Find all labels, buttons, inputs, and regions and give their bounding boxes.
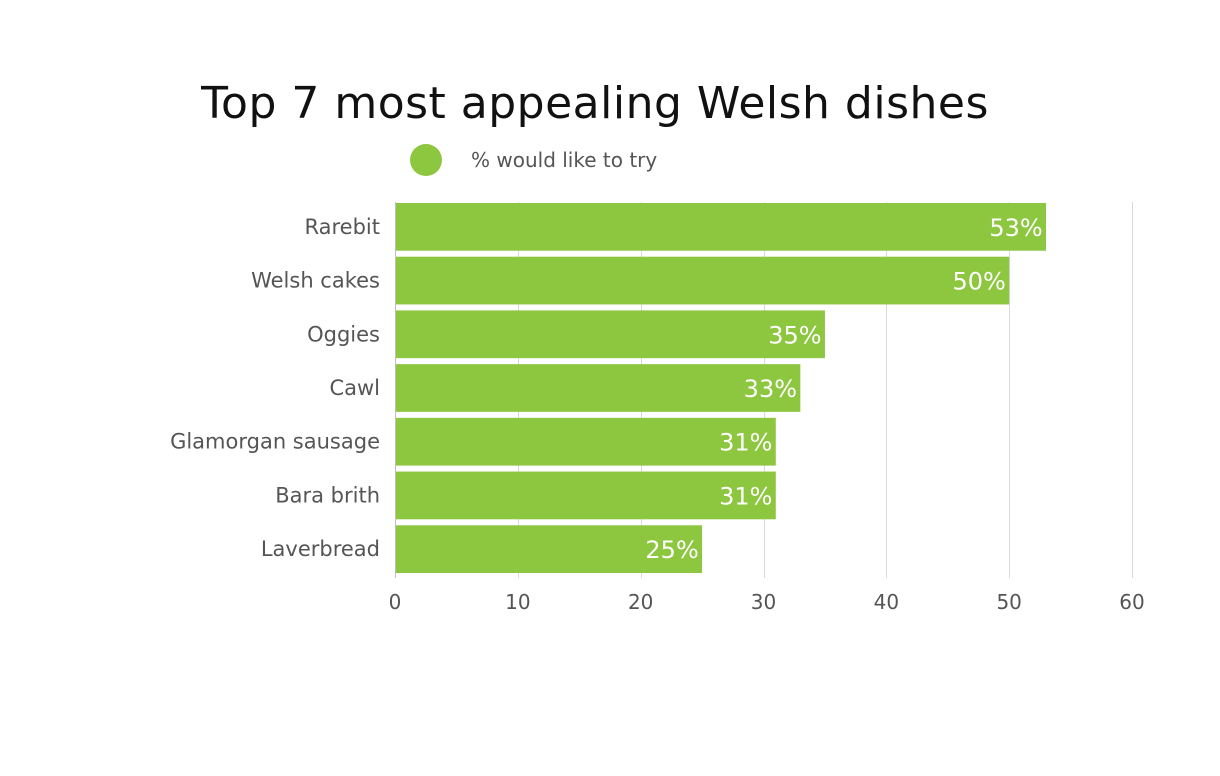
data-label: 31% xyxy=(719,482,772,510)
x-tick-label: 10 xyxy=(505,590,530,614)
category-label: Glamorgan sausage xyxy=(170,430,380,454)
category-label: Bara brith xyxy=(275,483,380,507)
bar xyxy=(395,471,776,520)
legend: % would like to try xyxy=(410,144,657,176)
bar xyxy=(395,417,776,466)
legend-swatch xyxy=(410,144,442,176)
x-tick-label: 30 xyxy=(751,590,776,614)
bar xyxy=(395,256,1010,305)
x-tick-label: 40 xyxy=(874,590,899,614)
data-label: 25% xyxy=(645,536,698,564)
category-label: Welsh cakes xyxy=(251,269,380,293)
chart-title: Top 7 most appealing Welsh dishes xyxy=(201,78,989,129)
category-label: Laverbread xyxy=(261,537,380,561)
category-label: Oggies xyxy=(307,322,380,346)
x-tick-label: 50 xyxy=(996,590,1021,614)
x-tick-label: 60 xyxy=(1119,590,1144,614)
data-label: 53% xyxy=(989,214,1042,242)
bar xyxy=(395,203,1047,251)
bar xyxy=(395,525,703,573)
bar xyxy=(395,310,825,359)
x-tick-label: 0 xyxy=(389,590,402,614)
data-label: 50% xyxy=(952,268,1005,296)
data-label: 35% xyxy=(768,321,821,349)
category-label: Rarebit xyxy=(305,215,381,239)
bar xyxy=(395,364,801,412)
x-tick-label: 20 xyxy=(628,590,653,614)
legend-label: % would like to try xyxy=(471,148,658,172)
category-label: Cawl xyxy=(329,376,380,400)
data-label: 33% xyxy=(744,375,797,403)
data-label: 31% xyxy=(719,429,772,457)
